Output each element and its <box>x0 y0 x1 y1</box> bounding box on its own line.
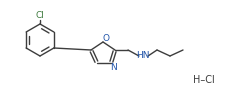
Text: H–Cl: H–Cl <box>192 75 214 85</box>
Text: HN: HN <box>136 52 149 60</box>
Text: Cl: Cl <box>35 12 44 21</box>
Text: N: N <box>110 63 117 72</box>
Text: O: O <box>102 34 109 43</box>
